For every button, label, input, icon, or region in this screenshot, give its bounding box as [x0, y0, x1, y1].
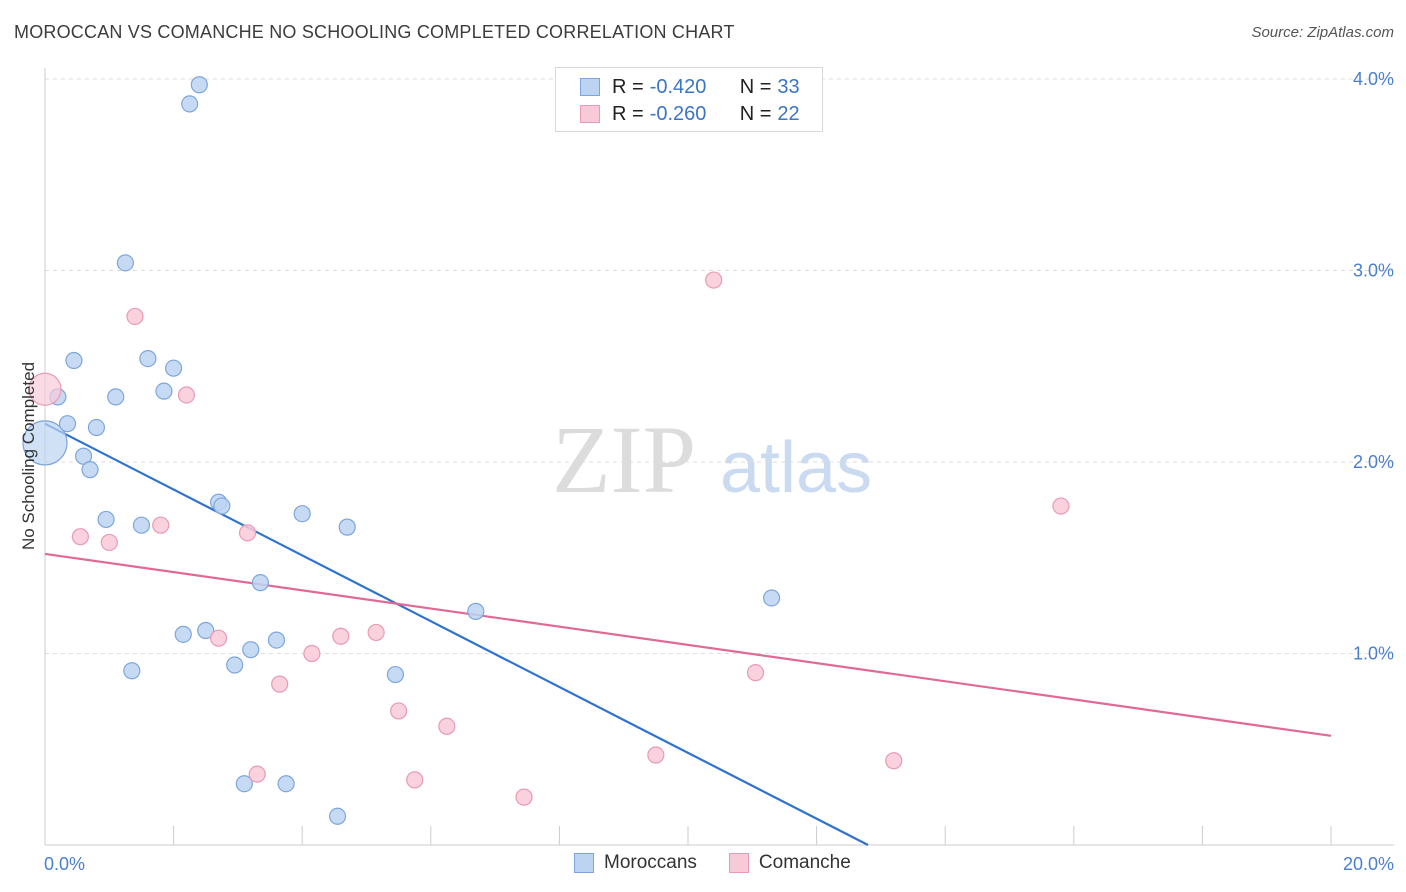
moroccan-swatch — [580, 78, 600, 96]
source-label: Source: ZipAtlas.com — [1251, 24, 1394, 41]
y-tick-label: 1.0% — [1353, 644, 1394, 664]
watermark-atlas: atlas — [720, 428, 872, 508]
moroccan-point — [81, 461, 99, 479]
r-label: R = — [612, 102, 644, 125]
comanche-point — [705, 271, 723, 289]
watermark-zip: ZIP — [552, 406, 696, 513]
comanche-point — [28, 372, 62, 406]
n-value: 33 — [777, 75, 800, 98]
comanche-point — [71, 528, 89, 546]
legend-row-comanche: R = -0.260 N = 22 — [580, 101, 800, 127]
moroccan-trend-line — [44, 422, 869, 846]
moroccan-point — [251, 574, 270, 592]
moroccan-point — [267, 631, 286, 649]
y-axis-title: No Schooling Completed — [19, 362, 38, 550]
comanche-point — [406, 771, 424, 789]
x-tick-label-max: 20.0% — [1343, 854, 1394, 874]
moroccan-point — [165, 359, 183, 377]
moroccan-point — [762, 589, 781, 607]
comanche-point — [367, 623, 385, 642]
moroccan-point — [293, 505, 311, 523]
moroccan-point — [58, 415, 77, 433]
n-label: N = — [739, 75, 772, 98]
moroccan-point — [22, 420, 68, 466]
moroccan-point — [174, 625, 192, 643]
r-value: -0.260 — [649, 102, 707, 125]
moroccan-point — [107, 388, 125, 406]
moroccan-point — [190, 76, 208, 94]
comanche-point — [238, 524, 257, 542]
moroccan-point — [226, 656, 244, 674]
moroccan-point — [213, 497, 231, 515]
comanche-point — [210, 629, 228, 647]
y-tick-label: 4.0% — [1353, 69, 1394, 89]
legend-label-comanche: Comanche — [758, 852, 851, 873]
comanche-point — [100, 533, 118, 552]
moroccan-point — [132, 516, 151, 534]
moroccan-point — [338, 518, 356, 536]
comanche-trend-line — [44, 552, 1332, 737]
comanche-point — [515, 788, 533, 806]
moroccan-point — [155, 382, 173, 400]
series-legend: Moroccans Comanche — [574, 852, 883, 874]
moroccan-point — [116, 254, 134, 272]
comanche-swatch — [728, 853, 749, 873]
comanche-point — [271, 675, 289, 693]
comanche-point — [746, 664, 765, 682]
legend-item-moroccans: Moroccans — [574, 852, 697, 874]
legend-item-comanche: Comanche — [728, 852, 851, 874]
comanche-point — [248, 765, 266, 783]
comanche-point — [126, 307, 144, 326]
legend-row-moroccans: R = -0.420 N = 33 — [580, 74, 800, 100]
n-value: 22 — [777, 102, 800, 125]
comanche-point — [332, 627, 350, 645]
moroccan-point — [277, 775, 295, 793]
y-tick-label: 3.0% — [1353, 261, 1394, 281]
n-label: N = — [739, 102, 772, 125]
moroccan-point — [328, 807, 347, 825]
comanche-point — [438, 717, 456, 735]
correlation-legend: R = -0.420 N = 33 R = -0.260 N = 22 — [555, 67, 823, 132]
moroccan-point — [65, 351, 83, 370]
x-tick-label-min: 0.0% — [44, 854, 85, 874]
moroccans-swatch — [574, 853, 594, 873]
comanche-point — [647, 746, 665, 764]
moroccan-point — [181, 95, 199, 113]
moroccan-point — [197, 621, 215, 640]
moroccan-point — [386, 665, 405, 684]
moroccan-point — [242, 641, 260, 659]
y-tick-label: 2.0% — [1353, 452, 1394, 472]
moroccan-point — [87, 418, 106, 437]
comanche-point — [177, 386, 196, 404]
comanche-point — [152, 516, 170, 534]
comanche-point — [885, 752, 903, 770]
moroccan-point — [467, 602, 485, 620]
comanche-point — [1052, 497, 1070, 515]
comanche-point — [390, 702, 408, 720]
moroccan-point — [123, 662, 141, 680]
moroccan-point — [139, 349, 157, 368]
moroccan-point — [235, 775, 253, 793]
moroccan-point — [97, 510, 115, 529]
r-label: R = — [612, 75, 644, 98]
comanche-swatch — [580, 105, 600, 123]
r-value: -0.420 — [649, 75, 707, 98]
chart-title: MOROCCAN VS COMANCHE NO SCHOOLING COMPLE… — [14, 22, 735, 42]
comanche-point — [303, 644, 321, 663]
legend-label-moroccans: Moroccans — [604, 852, 697, 873]
